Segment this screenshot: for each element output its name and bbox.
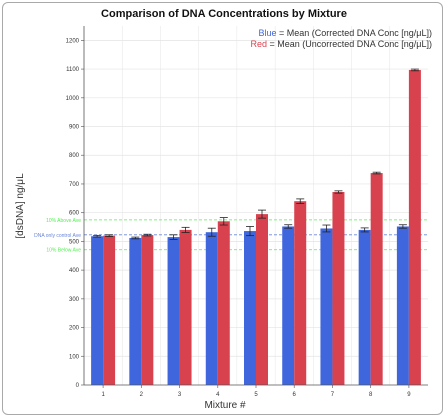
- bar-corrected: [320, 228, 333, 385]
- y-tick-label: 300: [69, 297, 80, 303]
- reference-line-label: 10% Above Ave: [46, 218, 81, 224]
- y-tick-label: 0: [76, 383, 80, 389]
- bar-uncorrected: [103, 235, 116, 385]
- x-tick-label: 2: [140, 392, 144, 398]
- bar-corrected: [205, 232, 218, 385]
- bar-uncorrected: [141, 235, 154, 385]
- bar-corrected: [129, 237, 142, 385]
- bar-uncorrected: [217, 221, 230, 385]
- y-tick-label: 100: [69, 354, 80, 360]
- legend-entry: Blue = Mean (Corrected DNA Conc [ng/μL]): [258, 28, 432, 38]
- x-tick-label: 6: [293, 392, 297, 398]
- x-tick-label: 7: [331, 392, 335, 398]
- legend-color-key: Blue: [258, 28, 276, 38]
- x-tick-label: 3: [178, 392, 182, 398]
- y-tick-label: 1100: [66, 67, 80, 73]
- bar-corrected: [244, 231, 256, 385]
- bar-uncorrected: [408, 69, 421, 386]
- x-tick-label: 1: [101, 392, 105, 398]
- x-tick-label: 5: [254, 392, 258, 398]
- y-tick-label: 200: [69, 326, 80, 332]
- y-tick-label: 900: [69, 125, 80, 131]
- x-tick-label: 9: [407, 392, 411, 398]
- reference-line-label: 10% Below Ave: [46, 248, 81, 254]
- axes: 0 100 200 300 400 500 600 700 800 900 1000 1100 1200…: [66, 26, 428, 398]
- bar-uncorrected: [332, 192, 345, 385]
- bar-uncorrected: [294, 201, 307, 385]
- legend-entry: Red = Mean (Uncorrected DNA Conc [ng/μL]…: [250, 39, 432, 49]
- legend: Blue = Mean (Corrected DNA Conc [ng/μL])…: [250, 28, 432, 49]
- y-tick-label: 1000: [66, 96, 80, 102]
- legend-color-key: Red: [250, 39, 267, 49]
- legend-description: = Mean (Uncorrected DNA Conc [ng/μL]): [267, 39, 432, 49]
- legend-description: = Mean (Corrected DNA Conc [ng/μL]): [276, 28, 432, 38]
- bar-uncorrected: [256, 214, 268, 385]
- bars: [91, 68, 421, 386]
- y-tick-label: 700: [69, 182, 80, 188]
- bar-corrected: [358, 229, 371, 385]
- bar-corrected: [282, 226, 295, 385]
- y-axis-label: [dsDNA] ng/μL: [15, 173, 26, 239]
- reference-line-label: DNA only control Ave: [34, 233, 81, 239]
- y-tick-label: 800: [69, 153, 80, 159]
- x-tick-label: 4: [216, 392, 220, 398]
- bar-uncorrected: [179, 229, 192, 385]
- chart-title: Comparison of DNA Concentrations by Mixt…: [101, 8, 347, 20]
- y-tick-label: 600: [69, 211, 80, 217]
- bar-uncorrected: [370, 173, 383, 385]
- x-tick-label: 8: [369, 392, 373, 398]
- bar-corrected: [167, 237, 180, 385]
- y-tick-label: 400: [69, 268, 80, 274]
- x-axis-label: Mixture #: [204, 400, 246, 411]
- y-tick-label: 500: [69, 239, 80, 245]
- bar-corrected: [91, 236, 104, 385]
- bar-corrected: [396, 226, 409, 385]
- y-tick-label: 1200: [66, 38, 80, 44]
